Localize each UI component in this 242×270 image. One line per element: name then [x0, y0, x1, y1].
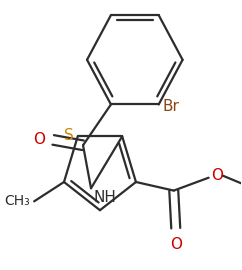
Text: NH: NH — [93, 190, 116, 205]
Text: O: O — [170, 237, 182, 252]
Text: S: S — [64, 128, 74, 143]
Text: O: O — [212, 168, 224, 183]
Text: CH₃: CH₃ — [4, 194, 30, 208]
Text: O: O — [33, 132, 45, 147]
Text: Br: Br — [163, 99, 180, 114]
